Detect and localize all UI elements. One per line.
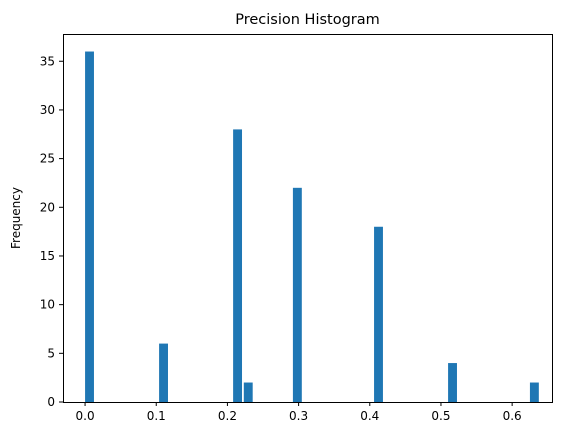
- y-tick-label: 0: [47, 395, 55, 409]
- histogram-bar: [293, 188, 302, 402]
- x-tick-label: 0.0: [76, 409, 95, 423]
- x-tick-label: 0.4: [360, 409, 379, 423]
- y-tick-label: 20: [40, 200, 55, 214]
- y-axis-ticks: 0 5 10 15 20 25 30 35: [40, 54, 63, 409]
- x-tick-label: 0.2: [218, 409, 237, 423]
- histogram-bar: [244, 383, 253, 402]
- y-tick-label: 10: [40, 298, 55, 312]
- histogram-bar: [159, 344, 168, 402]
- histogram-bar: [374, 227, 383, 402]
- bars-group: [85, 52, 539, 402]
- y-tick-label: 25: [40, 152, 55, 166]
- x-axis-ticks: 0.0 0.1 0.2 0.3 0.4 0.5 0.6: [76, 402, 522, 423]
- histogram-bar: [448, 363, 457, 402]
- x-tick-label: 0.3: [289, 409, 308, 423]
- y-tick-label: 35: [40, 54, 55, 68]
- y-tick-label: 30: [40, 103, 55, 117]
- histogram-bar: [85, 52, 94, 402]
- y-tick-label: 15: [40, 249, 55, 263]
- x-tick-label: 0.1: [147, 409, 166, 423]
- histogram-bar: [530, 383, 539, 402]
- x-tick-label: 0.6: [503, 409, 522, 423]
- plot-frame: [64, 35, 553, 403]
- y-axis-label: Frequency: [9, 187, 23, 249]
- chart-title: Precision Histogram: [235, 12, 380, 28]
- x-tick-label: 0.5: [431, 409, 450, 423]
- y-tick-label: 5: [47, 346, 55, 360]
- histogram-bar: [233, 129, 242, 402]
